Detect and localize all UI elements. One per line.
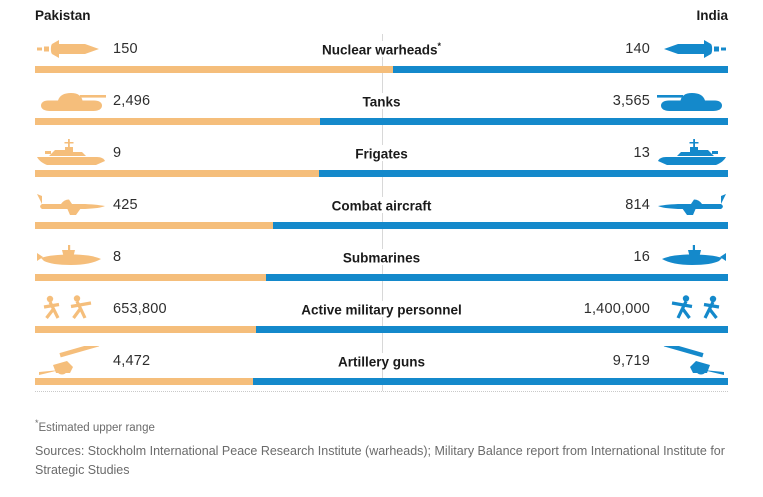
india-side: 814	[439, 190, 728, 220]
footnote-marker-ref: *	[437, 40, 442, 51]
category-label: Tanks	[354, 92, 409, 110]
pakistan-value: 425	[113, 197, 138, 213]
comparison-bar	[35, 118, 728, 125]
india-side: 1,400,000	[470, 294, 728, 324]
comparison-bar	[35, 170, 728, 177]
comparison-row: 8 Submarines 16	[35, 240, 728, 281]
india-side: 16	[428, 242, 728, 272]
tank-icon-pakistan	[35, 86, 107, 116]
category-label: Active military personnel	[293, 300, 470, 318]
india-bar-segment	[320, 118, 728, 125]
chart-rows: 150 Nuclear warheads* 140 2,496 Tanks 3,565 9 F…	[35, 32, 728, 392]
pakistan-value: 150	[113, 41, 138, 57]
row-content: 4,472 Artillery guns 9,719	[35, 344, 728, 378]
india-bar-segment	[272, 222, 728, 229]
india-side: 3,565	[409, 86, 729, 116]
india-side: 13	[416, 138, 728, 168]
india-bar-segment	[255, 326, 728, 333]
category-label: Artillery guns	[329, 352, 434, 370]
comparison-row: 425 Combat aircraft 814	[35, 188, 728, 229]
footnote: *Estimated upper range	[35, 418, 728, 434]
jet-icon-pakistan	[35, 190, 107, 220]
comparison-row: 4,472 Artillery guns 9,719	[35, 344, 728, 385]
row-content: 150 Nuclear warheads* 140	[35, 32, 728, 66]
submarine-icon-pakistan	[35, 242, 107, 272]
pakistan-value: 653,800	[113, 301, 167, 317]
pakistan-value: 8	[113, 249, 122, 265]
india-value: 814	[625, 197, 650, 213]
row-content: 2,496 Tanks 3,565	[35, 84, 728, 118]
pakistan-value: 9	[113, 145, 122, 161]
missile-icon-india	[656, 34, 728, 64]
row-content: 425 Combat aircraft 814	[35, 188, 728, 222]
india-value: 13	[633, 145, 650, 161]
comparison-row: 2,496 Tanks 3,565	[35, 84, 728, 125]
pakistan-side: 4,472	[35, 346, 330, 376]
tank-icon-india	[656, 86, 728, 116]
india-side: 140	[449, 34, 728, 64]
row-content: 8 Submarines 16	[35, 240, 728, 274]
india-value: 3,565	[612, 93, 650, 109]
comparison-bar	[35, 326, 728, 333]
pakistan-side: 653,800	[35, 294, 293, 324]
soldiers-icon-pakistan	[35, 294, 107, 324]
footnote-text: Estimated upper range	[38, 421, 155, 434]
india-value: 140	[625, 41, 650, 57]
pakistan-bar-segment	[35, 274, 266, 281]
comparison-row: 150 Nuclear warheads* 140	[35, 32, 728, 73]
india-bar-segment	[265, 274, 728, 281]
comparison-bar	[35, 378, 728, 385]
missile-icon-pakistan	[35, 34, 107, 64]
pakistan-bar-segment	[35, 326, 256, 333]
comparison-bar	[35, 274, 728, 281]
jet-icon-india	[656, 190, 728, 220]
footnote-marker: *	[35, 418, 39, 428]
right-country-header: India	[696, 8, 728, 23]
category-label: Submarines	[334, 248, 429, 266]
row-content: 653,800 Active military personnel 1,400,00…	[35, 292, 728, 326]
sources-line: Sources: Stockholm International Peace R…	[35, 443, 725, 478]
comparison-row: 9 Frigates 13	[35, 136, 728, 177]
left-country-header: Pakistan	[35, 8, 91, 23]
pakistan-side: 2,496	[35, 86, 354, 116]
india-value: 16	[633, 249, 650, 265]
comparison-row: 653,800 Active military personnel 1,400,00…	[35, 292, 728, 333]
pakistan-value: 2,496	[113, 93, 151, 109]
row-content: 9 Frigates 13	[35, 136, 728, 170]
pakistan-bar-segment	[35, 170, 319, 177]
submarine-icon-india	[656, 242, 728, 272]
pakistan-value: 4,472	[113, 353, 151, 369]
india-bar-segment	[318, 170, 728, 177]
pakistan-side: 425	[35, 190, 324, 220]
comparison-bar	[35, 66, 728, 73]
pakistan-side: 8	[35, 242, 335, 272]
india-value: 1,400,000	[583, 301, 650, 317]
india-side: 9,719	[433, 346, 728, 376]
pakistan-bar-segment	[35, 222, 273, 229]
artillery-icon-india	[656, 346, 728, 376]
pakistan-bar-segment	[35, 66, 394, 73]
category-label: Frigates	[347, 144, 416, 162]
india-value: 9,719	[612, 353, 650, 369]
artillery-icon-pakistan	[35, 346, 107, 376]
column-headers: Pakistan India	[35, 8, 728, 32]
chart-footer: *Estimated upper range Sources: Stockhol…	[35, 418, 728, 481]
category-label: Combat aircraft	[323, 196, 440, 214]
pakistan-side: 9	[35, 138, 347, 168]
pakistan-bar-segment	[35, 378, 254, 385]
india-bar-segment	[253, 378, 728, 385]
category-label: Nuclear warheads*	[313, 40, 450, 58]
india-bar-segment	[393, 66, 728, 73]
frigate-icon-india	[656, 138, 728, 168]
frigate-icon-pakistan	[35, 138, 107, 168]
pakistan-side: 150	[35, 34, 314, 64]
pakistan-bar-segment	[35, 118, 321, 125]
soldiers-icon-india	[656, 294, 728, 324]
comparison-bar	[35, 222, 728, 229]
